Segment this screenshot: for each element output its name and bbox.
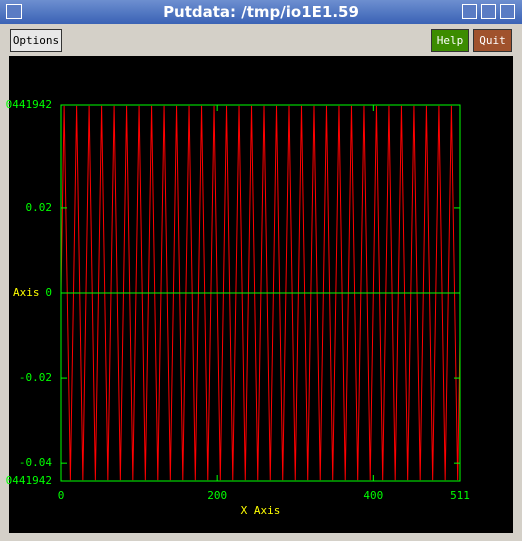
maximize-button[interactable]: [481, 4, 496, 19]
y-tick-label: -0.04: [19, 456, 52, 469]
x-tick-label: 0: [58, 489, 65, 502]
options-button[interactable]: Options: [10, 29, 62, 52]
toolbar: Options Help Quit: [0, 24, 522, 56]
menu-button[interactable]: [6, 4, 22, 19]
y-tick-label: 0.02: [26, 201, 53, 214]
y-tick-label: -0.02: [19, 371, 52, 384]
quit-button[interactable]: Quit: [473, 29, 512, 52]
y-tick-label: 0441942: [6, 474, 52, 487]
title-bar: Putdata: /tmp/io1E1.59: [0, 0, 522, 24]
close-button[interactable]: [500, 4, 515, 19]
y-tick-label: 0: [45, 286, 52, 299]
window-title: Putdata: /tmp/io1E1.59: [163, 3, 359, 21]
y-tick-label: 0441942: [6, 98, 52, 111]
y-axis-label: Axis: [13, 286, 40, 299]
minimize-button[interactable]: [462, 4, 477, 19]
x-tick-label: 400: [363, 489, 383, 502]
x-axis-label: X Axis: [241, 504, 281, 517]
help-button[interactable]: Help: [431, 29, 469, 52]
x-tick-label: 511: [450, 489, 470, 502]
x-tick-label: 200: [207, 489, 227, 502]
